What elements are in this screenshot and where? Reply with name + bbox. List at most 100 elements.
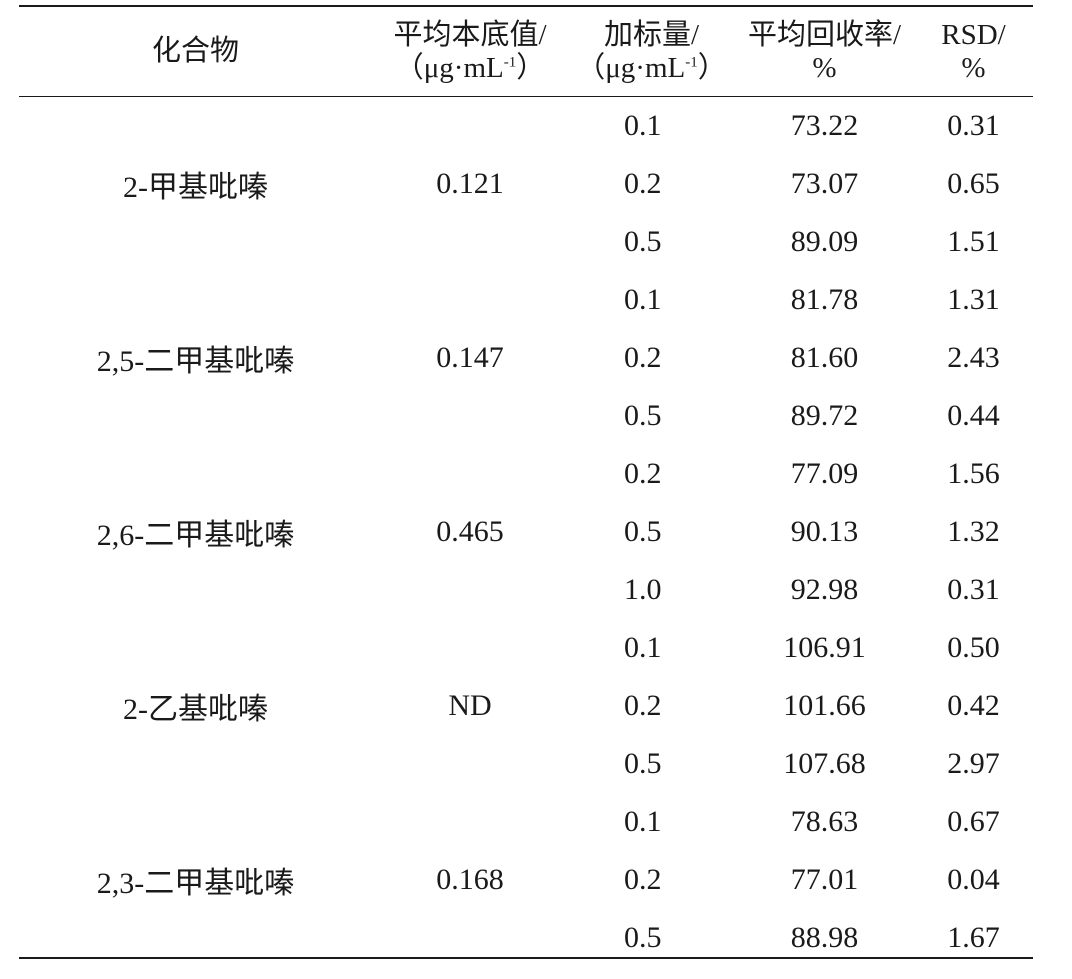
background-value: ND — [448, 689, 492, 722]
table-row: 0.1 78.63 0.67 — [19, 793, 1033, 851]
recovery-value: 81.60 — [790, 341, 859, 374]
compound-group: 2-乙基吡嗪 ND 0.1 106.91 0.50 0.2 101.66 0.42 0.5 107… — [19, 619, 1033, 793]
table-row: 0.1 73.22 0.31 — [19, 97, 1033, 155]
spike-value: 0.5 — [624, 515, 662, 548]
spike-value: 0.5 — [624, 747, 662, 780]
recovery-value: 81.78 — [790, 283, 859, 316]
recovery-value: 106.91 — [783, 631, 866, 664]
table-row: 0.2 81.60 2.43 — [19, 329, 1033, 387]
spike-value: 0.5 — [624, 399, 662, 432]
compound-group: 2,6-二甲基吡嗪 0.465 0.2 77.09 1.56 0.5 90.13 1.32 1.… — [19, 445, 1033, 619]
recovery-value: 89.72 — [790, 399, 859, 432]
recovery-value: 73.22 — [790, 109, 859, 142]
table-row: 1.0 92.98 0.31 — [19, 561, 1033, 619]
table-row: 0.1 106.91 0.50 — [19, 619, 1033, 677]
header-spike-line1: 加标量/ — [603, 18, 700, 51]
top-rule — [19, 5, 1033, 7]
header-background-unit-exp: -1 — [503, 53, 517, 70]
recovery-value: 78.63 — [790, 805, 859, 838]
background-value: 0.147 — [436, 341, 504, 374]
rsd-value: 1.32 — [947, 515, 1000, 548]
compound-name: 2-乙基吡嗪 — [123, 693, 268, 726]
rsd-value: 0.65 — [947, 167, 1000, 200]
table-row: 0.2 73.07 0.65 — [19, 155, 1033, 213]
table-row: 0.2 101.66 0.42 — [19, 677, 1033, 735]
header-background-line1: 平均本底值/ — [393, 18, 547, 51]
recovery-value: 89.09 — [790, 225, 859, 258]
rsd-value: 1.51 — [947, 225, 1000, 258]
bottom-rule — [19, 957, 1033, 959]
table-row: 0.5 90.13 1.32 — [19, 503, 1033, 561]
header-spike-unit-close: ） — [697, 51, 727, 84]
header-compound: 化合物 — [19, 7, 372, 96]
compound-group: 2,5-二甲基吡嗪 0.147 0.1 81.78 1.31 0.2 81.60 2.43 0.… — [19, 271, 1033, 445]
table-row: 0.2 77.09 1.56 — [19, 445, 1033, 503]
compound-group: 2,3-二甲基吡嗪 0.168 0.1 78.63 0.67 0.2 77.01 0.04 0.… — [19, 793, 1033, 967]
recovery-value: 90.13 — [790, 515, 859, 548]
background-value: 0.465 — [436, 515, 504, 548]
header-background: 平均本底值/ （μg·mL-1） — [372, 7, 568, 96]
header-rule — [19, 96, 1033, 97]
background-value: 0.168 — [436, 863, 504, 896]
header-recovery-line1: 平均回收率/ — [747, 18, 902, 51]
rsd-value: 2.97 — [947, 747, 1000, 780]
table-row: 0.2 77.01 0.04 — [19, 851, 1033, 909]
recovery-value: 77.01 — [790, 863, 859, 896]
compound-name: 2,5-二甲基吡嗪 — [96, 345, 295, 378]
recovery-value: 77.09 — [790, 457, 859, 490]
table-row: 0.5 88.98 1.67 — [19, 909, 1033, 967]
rsd-value: 1.67 — [947, 921, 1000, 954]
rsd-value: 0.44 — [947, 399, 1000, 432]
table-row: 0.5 107.68 2.97 — [19, 735, 1033, 793]
rsd-value: 0.04 — [947, 863, 1000, 896]
spike-value: 0.1 — [624, 283, 662, 316]
header-rsd: RSD/ % — [914, 7, 1033, 96]
table-row: 0.1 81.78 1.31 — [19, 271, 1033, 329]
recovery-value: 88.98 — [790, 921, 859, 954]
table-row: 0.5 89.72 0.44 — [19, 387, 1033, 445]
rsd-value: 2.43 — [947, 341, 1000, 374]
recovery-value: 73.07 — [790, 167, 859, 200]
rsd-value: 0.67 — [947, 805, 1000, 838]
rsd-value: 0.42 — [947, 689, 1000, 722]
header-background-unit-close: ） — [516, 51, 546, 84]
spike-value: 0.1 — [624, 109, 662, 142]
recovery-value: 92.98 — [790, 573, 859, 606]
compound-group: 2-甲基吡嗪 0.121 0.1 73.22 0.31 0.2 73.07 0.65 0.5 89… — [19, 97, 1033, 271]
header-background-line2: （μg·mL-1） — [395, 52, 546, 85]
compound-name: 2-甲基吡嗪 — [123, 171, 268, 204]
table-row: 0.5 89.09 1.51 — [19, 213, 1033, 271]
spike-value: 0.2 — [624, 167, 662, 200]
header-spike: 加标量/ （μg·mL-1） — [568, 7, 735, 96]
header-compound-label: 化合物 — [151, 35, 239, 67]
spike-value: 0.5 — [624, 921, 662, 954]
compound-name: 2,3-二甲基吡嗪 — [96, 867, 295, 900]
spike-value: 0.1 — [624, 631, 662, 664]
header-recovery-line2: % — [812, 51, 837, 84]
header-spike-line2: （μg·mL-1） — [576, 52, 727, 85]
rsd-value: 0.31 — [947, 109, 1000, 142]
table-body: 2-甲基吡嗪 0.121 0.1 73.22 0.31 0.2 73.07 0.65 0.5 89… — [19, 97, 1033, 957]
spike-value: 0.1 — [624, 805, 662, 838]
header-recovery: 平均回收率/ % — [735, 7, 914, 96]
header-spike-unit-exp: -1 — [685, 53, 698, 70]
rsd-value: 0.31 — [947, 573, 1000, 606]
spike-value: 0.2 — [624, 341, 662, 374]
recovery-value: 107.68 — [783, 747, 866, 780]
header-rsd-line2: % — [961, 51, 986, 84]
spike-value: 0.5 — [624, 225, 662, 258]
spike-value: 0.2 — [624, 689, 662, 722]
header-rsd-line1: RSD/ — [941, 18, 1006, 51]
compound-name: 2,6-二甲基吡嗪 — [96, 519, 295, 552]
rsd-value: 1.31 — [947, 283, 1000, 316]
header-spike-unit: （μg·mL — [576, 51, 686, 84]
recovery-value: 101.66 — [783, 689, 866, 722]
table-header: 化合物 平均本底值/ （μg·mL-1） 加标量/ （μg·mL-1） 平均回收… — [19, 7, 1033, 96]
spike-value: 0.2 — [624, 457, 662, 490]
header-background-unit: （μg·mL — [394, 51, 504, 84]
rsd-value: 0.50 — [947, 631, 1000, 664]
background-value: 0.121 — [436, 167, 504, 200]
rsd-value: 1.56 — [947, 457, 1000, 490]
spike-value: 1.0 — [624, 573, 662, 606]
spike-value: 0.2 — [624, 863, 662, 896]
